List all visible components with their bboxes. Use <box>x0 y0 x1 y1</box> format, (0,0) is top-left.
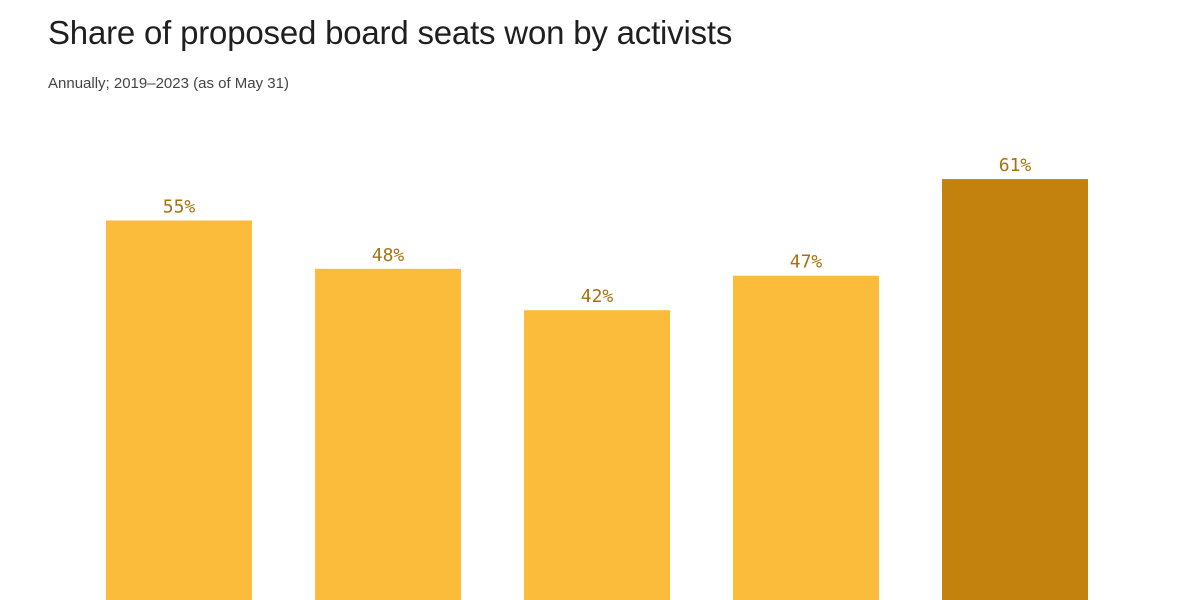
bar-5 <box>942 179 1088 600</box>
bar-3 <box>524 310 670 600</box>
bar-2 <box>315 268 461 600</box>
bar-value-label-5: 61% <box>999 155 1032 176</box>
bar-value-label-4: 47% <box>790 252 823 273</box>
bar-value-label-2: 48% <box>372 245 405 266</box>
bar-value-label-1: 55% <box>163 197 196 218</box>
bar-1 <box>106 220 252 600</box>
bar-4 <box>733 275 879 600</box>
bar-value-label-3: 42% <box>581 286 614 307</box>
chart-title: Share of proposed board seats won by act… <box>48 14 733 51</box>
chart-subtitle: Annually; 2019–2023 (as of May 31) <box>48 75 289 92</box>
